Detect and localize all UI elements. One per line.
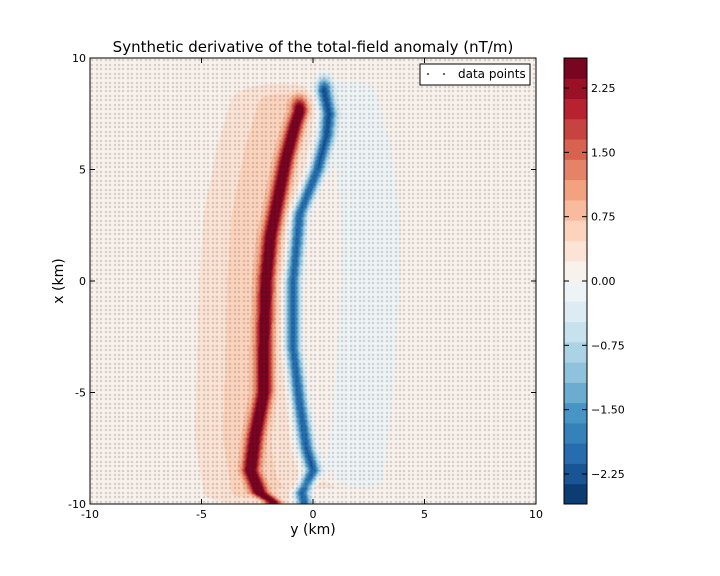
colorbar-band — [564, 139, 587, 160]
plot-area — [89, 57, 537, 505]
chart-title: Synthetic derivative of the total-field … — [113, 38, 514, 56]
colorbar-band — [564, 321, 587, 343]
colorbar-band — [564, 483, 587, 505]
y-tick-label: 10 — [72, 52, 86, 65]
colorbar-tick-label: −2.25 — [591, 468, 625, 481]
colorbar-band — [564, 78, 587, 100]
legend-marker — [427, 73, 429, 75]
legend-box — [419, 63, 531, 86]
colorbar-band — [564, 118, 587, 140]
colorbar-band — [564, 422, 587, 444]
colorbar-ticks: 2.25 1.50 0.75 0.00 −0.75 −1.50 −2.25 — [564, 82, 625, 481]
y-tick-label: 5 — [79, 164, 86, 177]
x-tick-label: -10 — [81, 508, 99, 521]
colorbar-band — [564, 463, 587, 485]
x-tick-label: 0 — [310, 508, 317, 521]
colorbar-band — [564, 179, 587, 201]
colorbar-band — [564, 220, 587, 241]
colorbar-band — [564, 402, 587, 424]
legend-label: data points — [458, 67, 526, 81]
y-tick-label: -5 — [75, 387, 86, 400]
y-axis-label: x (km) — [51, 258, 67, 303]
x-tick-label: 10 — [529, 508, 543, 521]
x-tick-label: 5 — [421, 508, 428, 521]
legend-marker — [443, 73, 445, 75]
colorbar-band — [564, 260, 587, 282]
colorbar-band — [564, 98, 587, 120]
colorbar-band — [564, 443, 587, 464]
colorbar: 2.25 1.50 0.75 0.00 −0.75 −1.50 −2.25 — [563, 57, 625, 505]
colorbar-tick-label: −0.75 — [591, 339, 625, 352]
y-tick-label: -10 — [68, 498, 86, 511]
colorbar-band — [564, 362, 587, 383]
colorbar-band — [564, 341, 587, 363]
data-points-grid — [90, 58, 536, 504]
colorbar-band — [564, 382, 587, 404]
colorbar-band — [564, 58, 587, 79]
y-tick-label: 0 — [79, 275, 86, 288]
x-axis-label: y (km) — [290, 522, 335, 538]
colorbar-band — [564, 301, 587, 323]
colorbar-band — [564, 199, 587, 221]
legend: data points — [419, 63, 531, 86]
colorbar-tick-label: 0.75 — [591, 211, 616, 224]
colorbar-tick-label: 1.50 — [591, 146, 616, 159]
y-axis: -10 -5 0 5 10 — [68, 52, 536, 511]
x-axis: -10 -5 0 5 10 — [81, 58, 543, 521]
colorbar-band — [564, 281, 587, 302]
colorbar-bands — [564, 58, 587, 505]
colorbar-tick-label: −1.50 — [591, 404, 625, 417]
colorbar-band — [564, 159, 587, 181]
colorbar-band — [564, 240, 587, 262]
x-tick-label: -5 — [196, 508, 207, 521]
colorbar-tick-label: 0.00 — [591, 275, 616, 288]
colorbar-tick-label: 2.25 — [591, 82, 616, 95]
